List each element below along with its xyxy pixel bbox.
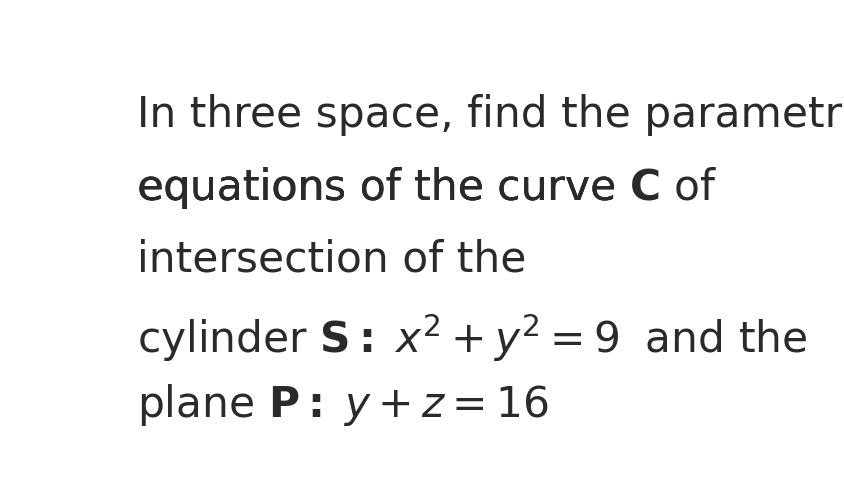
Text: equations of the curve: equations of the curve <box>137 167 629 209</box>
Text: In three space, find the parametric: In three space, find the parametric <box>137 94 844 136</box>
Text: equations of the curve: equations of the curve <box>137 167 629 209</box>
Text: plane $\mathbf{P}\mathbf{:}\;y + z = 16$: plane $\mathbf{P}\mathbf{:}\;y + z = 16$ <box>137 382 548 428</box>
Text: intersection of the: intersection of the <box>137 238 526 280</box>
Text: cylinder $\mathbf{S}\mathbf{:}\;x^2 + y^2 = 9\;$ and the: cylinder $\mathbf{S}\mathbf{:}\;x^2 + y^… <box>137 312 807 364</box>
Text: equations of the curve $\mathbf{C}$ of: equations of the curve $\mathbf{C}$ of <box>137 165 717 211</box>
